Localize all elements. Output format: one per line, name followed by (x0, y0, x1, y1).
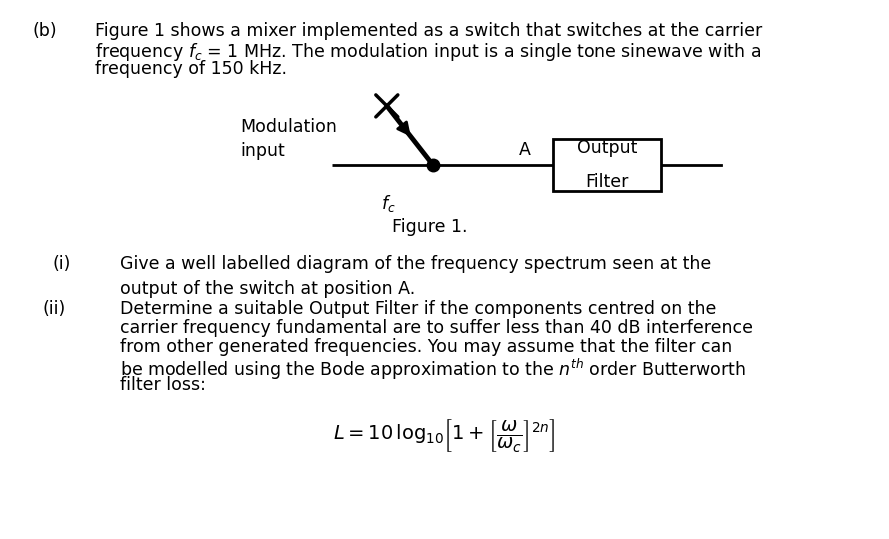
Text: filter loss:: filter loss: (120, 376, 206, 394)
Text: be modelled using the Bode approximation to the $n^{th}$ order Butterworth: be modelled using the Bode approximation… (120, 357, 746, 382)
Text: carrier frequency fundamental are to suffer less than 40 dB interference: carrier frequency fundamental are to suf… (120, 319, 753, 337)
Text: frequency of 150 kHz.: frequency of 150 kHz. (95, 60, 287, 78)
Text: Modulation
input: Modulation input (240, 118, 337, 160)
Text: Figure 1.: Figure 1. (392, 218, 468, 236)
Text: Output: Output (577, 139, 637, 157)
Text: Filter: Filter (585, 173, 629, 191)
Text: (i): (i) (52, 255, 70, 273)
Text: from other generated frequencies. You may assume that the filter can: from other generated frequencies. You ma… (120, 338, 733, 356)
Text: frequency $f_c$ = 1 MHz. The modulation input is a single tone sinewave with a: frequency $f_c$ = 1 MHz. The modulation … (95, 41, 761, 63)
Text: (b): (b) (32, 22, 57, 40)
Bar (553, 139, 661, 191)
Text: Give a well labelled diagram of the frequency spectrum seen at the
output of the: Give a well labelled diagram of the freq… (120, 255, 711, 298)
Text: $f_c$: $f_c$ (381, 193, 396, 214)
Text: (ii): (ii) (42, 300, 65, 318)
Text: $L = 10\,\log_{10}\!\left[1 + \left[\dfrac{\omega}{\omega_c}\right]^{2n}\right]$: $L = 10\,\log_{10}\!\left[1 + \left[\dfr… (332, 417, 556, 454)
Text: A: A (519, 141, 531, 159)
Text: Figure 1 shows a mixer implemented as a switch that switches at the carrier: Figure 1 shows a mixer implemented as a … (95, 22, 762, 40)
Text: Determine a suitable Output Filter if the components centred on the: Determine a suitable Output Filter if th… (120, 300, 717, 318)
